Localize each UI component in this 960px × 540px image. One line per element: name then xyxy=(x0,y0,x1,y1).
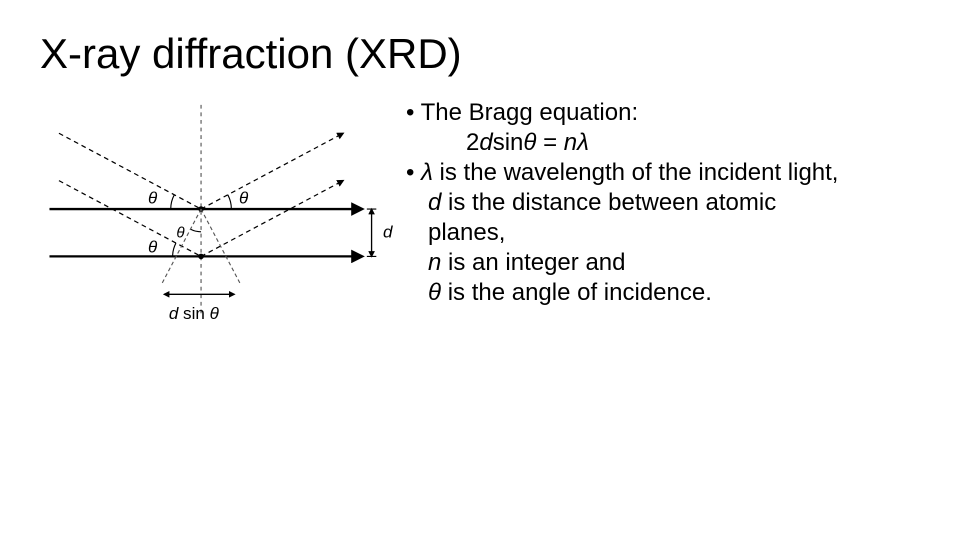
b5-rest: is the angle of incidence. xyxy=(441,279,712,306)
bragg-diagram-svg: θ θ θ θ d d sin θ xyxy=(40,98,400,358)
svg-text:θ: θ xyxy=(239,188,249,207)
eq-sin: sin xyxy=(493,129,524,156)
svg-text:d: d xyxy=(383,222,393,241)
bragg-equation: 2dsinθ = nλ xyxy=(406,128,920,158)
line-theta: θ is the angle of incidence. xyxy=(406,278,920,308)
svg-text:θ: θ xyxy=(148,188,158,207)
b3-d: d xyxy=(428,189,441,216)
b2-lambda: λ xyxy=(421,159,433,186)
line-n: n is an integer and xyxy=(406,248,920,278)
svg-text:θ: θ xyxy=(148,238,158,257)
eq-equals: = xyxy=(536,129,563,156)
content-row: θθθθdd sin θ • The Bragg equation: 2dsin… xyxy=(40,98,920,358)
eq-d: d xyxy=(479,129,492,156)
line-planes: planes, xyxy=(406,218,920,248)
b4-n: n xyxy=(428,249,441,276)
eq-lambda: λ xyxy=(577,129,589,156)
svg-text:d sin θ: d sin θ xyxy=(169,304,220,323)
b4-rest: is an integer and xyxy=(441,249,625,276)
slide: X-ray diffraction (XRD) θ θ θ θ d d sin θ • T… xyxy=(0,0,960,540)
b3-rest: is the distance between atomic xyxy=(441,189,776,216)
bullet-bragg: • The Bragg equation: xyxy=(406,98,920,128)
bragg-diagram: θ θ θ θ d d sin θ xyxy=(40,98,400,358)
page-title: X-ray diffraction (XRD) xyxy=(40,30,920,78)
eq-n: n xyxy=(564,129,577,156)
eq-theta: θ xyxy=(523,129,536,156)
line-d: d is the distance between atomic xyxy=(406,188,920,218)
b2-prefix: • xyxy=(406,159,421,186)
bullet-lambda: • λ is the wavelength of the incident li… xyxy=(406,158,920,188)
text-column: • The Bragg equation: 2dsinθ = nλ • λ is… xyxy=(400,98,920,308)
svg-text:θ: θ xyxy=(176,224,185,241)
b5-theta: θ xyxy=(428,279,441,306)
eq-2: 2 xyxy=(466,129,479,156)
b2-rest1: is the wavelength of the incident light, xyxy=(433,159,839,186)
